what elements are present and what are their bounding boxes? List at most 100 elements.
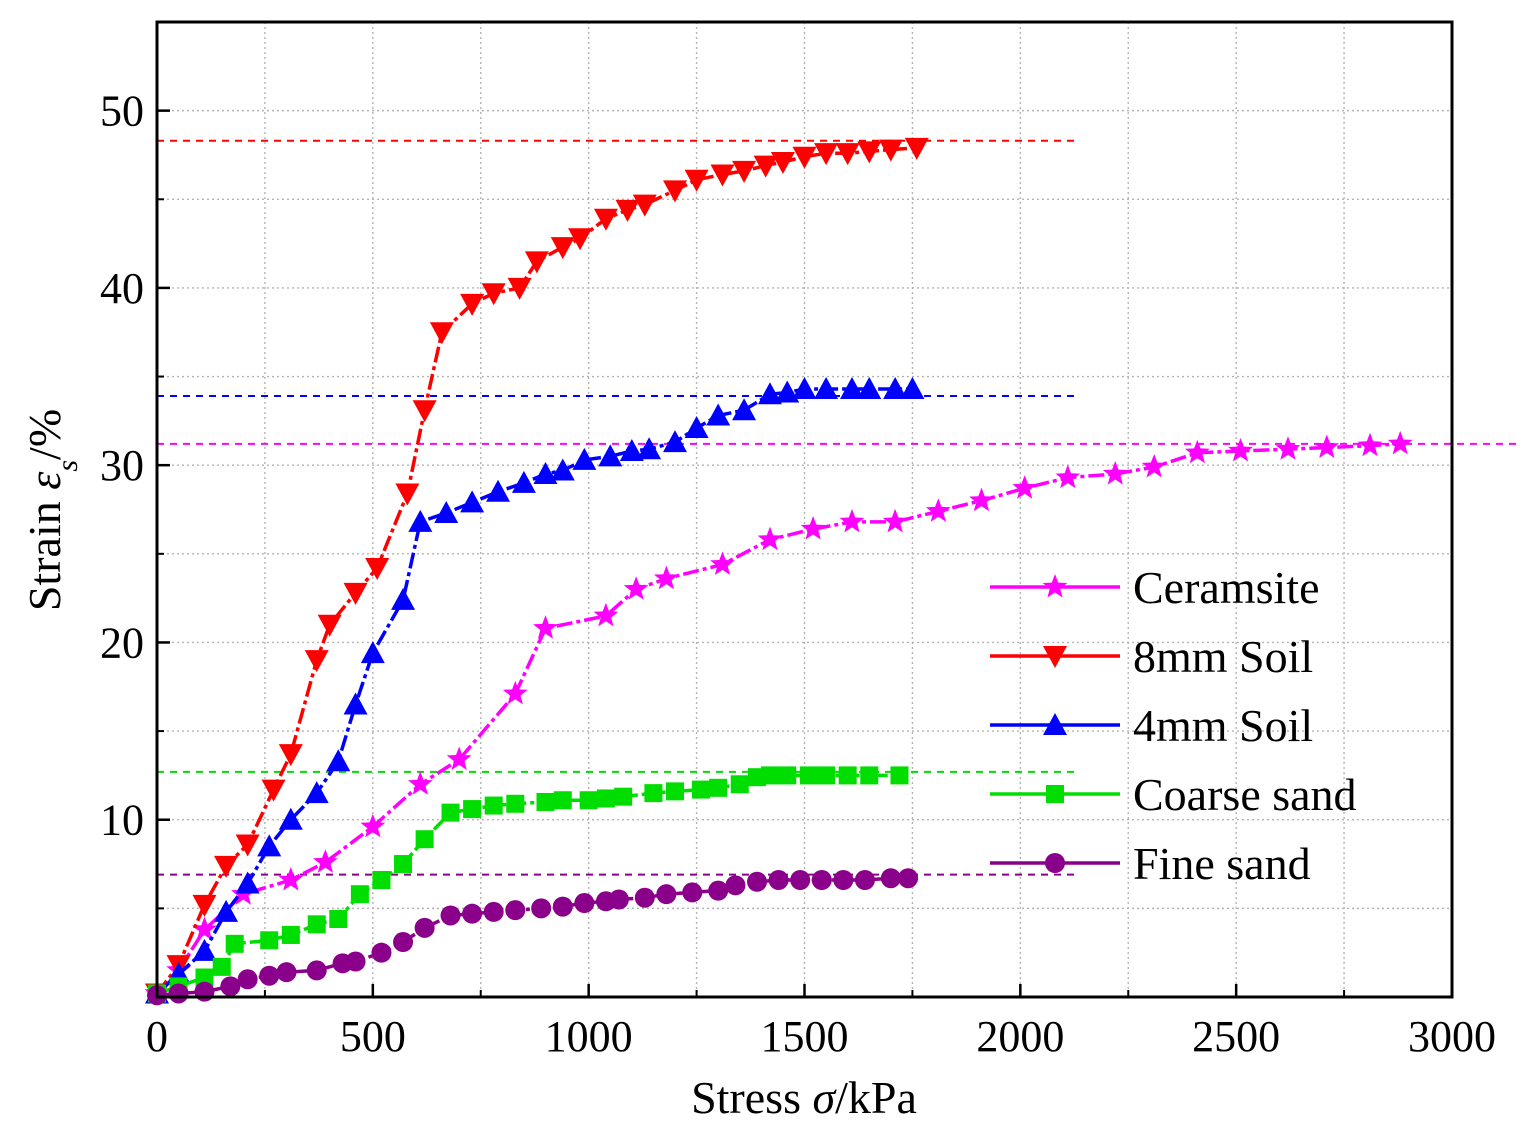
data-point	[969, 487, 994, 512]
data-point	[304, 650, 329, 673]
data-point	[1012, 475, 1037, 499]
legend-label: 4mm Soil	[1133, 700, 1313, 751]
data-point	[817, 766, 836, 785]
data-point	[654, 565, 679, 590]
data-point	[747, 871, 768, 892]
data-point	[1387, 430, 1413, 455]
data-point	[192, 938, 217, 961]
data-point	[502, 680, 528, 705]
data-point	[730, 775, 749, 794]
data-point	[857, 376, 882, 399]
data-point	[1185, 439, 1210, 464]
data-point	[572, 447, 597, 470]
data-point	[412, 400, 437, 423]
data-point	[553, 791, 572, 810]
data-point	[619, 439, 644, 461]
data-point	[614, 787, 633, 806]
data-point	[883, 376, 908, 399]
data-point	[259, 965, 280, 986]
data-point	[568, 228, 593, 251]
data-point	[306, 960, 327, 981]
series-4mm-soil	[145, 376, 925, 1004]
data-point	[531, 898, 552, 919]
data-point	[632, 194, 657, 217]
data-point	[507, 277, 532, 300]
data-point	[372, 871, 391, 889]
data-point	[708, 880, 729, 901]
data-point	[1055, 464, 1081, 489]
legend-item: 4mm Soil	[990, 700, 1313, 751]
legend-marker	[1043, 713, 1067, 735]
data-point	[663, 180, 687, 203]
data-point	[757, 382, 782, 405]
data-point	[415, 830, 434, 849]
legend-item: 8mm Soil	[990, 631, 1313, 682]
data-point	[276, 962, 297, 983]
data-point	[757, 526, 783, 551]
data-point	[446, 746, 472, 770]
legend: Ceramsite 8mm Soil 4mm Soil Coarse sand Fine…	[990, 562, 1357, 889]
data-point	[393, 932, 414, 953]
data-point	[371, 942, 392, 963]
data-point	[307, 915, 326, 934]
data-point	[235, 871, 260, 894]
data-point	[608, 889, 629, 910]
data-point	[593, 208, 618, 231]
data-point	[281, 925, 300, 944]
data-point	[854, 870, 875, 890]
data-point	[550, 237, 575, 260]
data-point	[360, 813, 386, 838]
data-point	[926, 498, 951, 522]
data-point	[192, 916, 217, 941]
legend-item: Fine sand	[990, 838, 1311, 889]
data-point	[792, 146, 817, 169]
data-point	[814, 143, 839, 166]
data-point	[329, 910, 348, 928]
data-point	[882, 508, 908, 533]
data-point	[345, 951, 366, 972]
data-point	[880, 868, 901, 889]
legend-item: Ceramsite	[990, 562, 1320, 613]
series-fine-sand	[147, 868, 919, 1006]
legend-label: Fine sand	[1133, 838, 1311, 889]
data-point	[792, 376, 817, 399]
data-point	[235, 834, 260, 857]
data-point	[770, 152, 795, 175]
x-tick-label: 1000	[545, 1012, 633, 1061]
data-point	[192, 894, 217, 917]
data-point	[524, 251, 549, 274]
y-tick-label: 30	[100, 441, 144, 490]
legend-label: 8mm Soil	[1133, 631, 1313, 682]
data-point	[637, 437, 662, 460]
data-point	[615, 199, 640, 222]
data-point	[732, 160, 757, 183]
data-point	[839, 508, 865, 533]
data-point	[644, 784, 663, 803]
x-tick-label: 2500	[1192, 1012, 1280, 1061]
data-point	[684, 169, 709, 192]
data-point	[343, 692, 368, 715]
data-point	[278, 807, 303, 830]
y-tick-label: 10	[100, 796, 144, 845]
data-point	[1228, 438, 1253, 462]
legend-item: Coarse sand	[990, 769, 1357, 820]
data-point	[212, 957, 231, 976]
data-point	[596, 789, 615, 808]
data-point	[800, 516, 826, 540]
data-point	[304, 781, 329, 804]
data-point	[257, 834, 282, 857]
data-point	[710, 164, 735, 187]
data-point	[732, 398, 757, 421]
data-point	[663, 430, 687, 453]
data-point	[168, 983, 189, 1004]
x-axis-title: Stress σ/kPa	[691, 1072, 917, 1123]
data-point	[835, 143, 860, 166]
data-point	[483, 901, 504, 922]
data-point	[900, 376, 925, 399]
data-point	[317, 614, 342, 637]
data-point	[536, 793, 555, 811]
data-point	[860, 766, 879, 785]
data-point	[634, 887, 655, 908]
legend-marker	[1042, 574, 1068, 598]
